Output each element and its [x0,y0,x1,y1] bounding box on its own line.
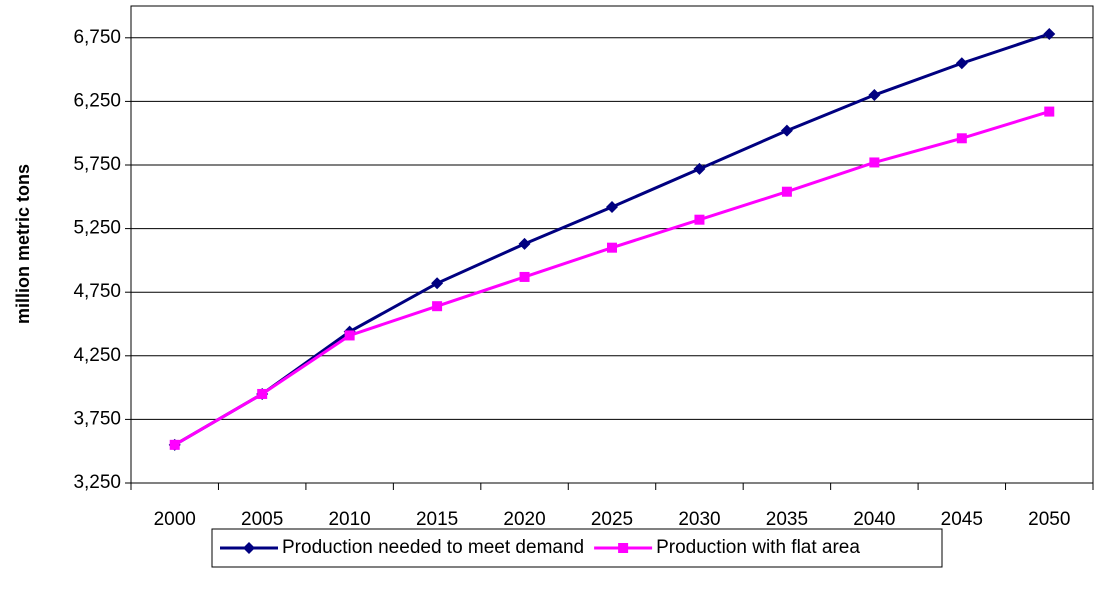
x-tick-label: 2040 [853,509,895,530]
y-tick-label: 6,750 [73,27,121,48]
y-tick-label: 3,250 [73,472,121,493]
y-tick-label: 6,250 [73,90,121,111]
point [431,277,444,290]
point [694,214,705,225]
y-tick-label: 4,750 [73,281,121,302]
point [606,200,618,213]
point [956,133,967,144]
point [781,186,792,197]
point [518,237,531,250]
plot-frame [130,5,1094,484]
point [780,124,793,137]
y-axis-label: million metric tons [13,164,33,324]
x-tick-label: 2035 [766,509,808,530]
point [1043,27,1056,40]
point [607,242,617,253]
x-tick-label: 2010 [328,509,370,530]
x-tick-label: 2030 [678,509,720,530]
x-tick-label: 2050 [1028,509,1070,530]
legend-marker [243,542,255,554]
legend-label: Production with flat area [656,537,860,558]
legend-marker [618,543,629,553]
y-tick-label: 5,750 [73,154,121,175]
point [519,271,530,282]
point [344,330,355,341]
x-tick-label: 2020 [503,509,545,530]
x-tick-label: 2000 [154,509,196,530]
y-tick-label: 5,250 [73,218,121,239]
x-tick-label: 2005 [241,509,283,530]
x-tick-label: 2025 [591,509,633,530]
y-tick-label: 4,250 [73,345,121,366]
y-tick-label: 3,750 [73,408,121,429]
x-tick-label: 2015 [416,509,458,530]
point [868,89,881,102]
point [1044,106,1055,117]
point [693,162,706,175]
point [869,157,880,168]
x-tick-label: 2045 [941,509,983,530]
legend-box [211,528,943,568]
point [257,388,268,399]
line [173,110,1050,447]
point [955,57,968,70]
legend-label: Production needed to meet demand [282,537,584,558]
legend: Production needed to meet demand Producti… [211,528,943,568]
point [169,439,180,450]
point [432,301,443,312]
line [173,32,1050,447]
